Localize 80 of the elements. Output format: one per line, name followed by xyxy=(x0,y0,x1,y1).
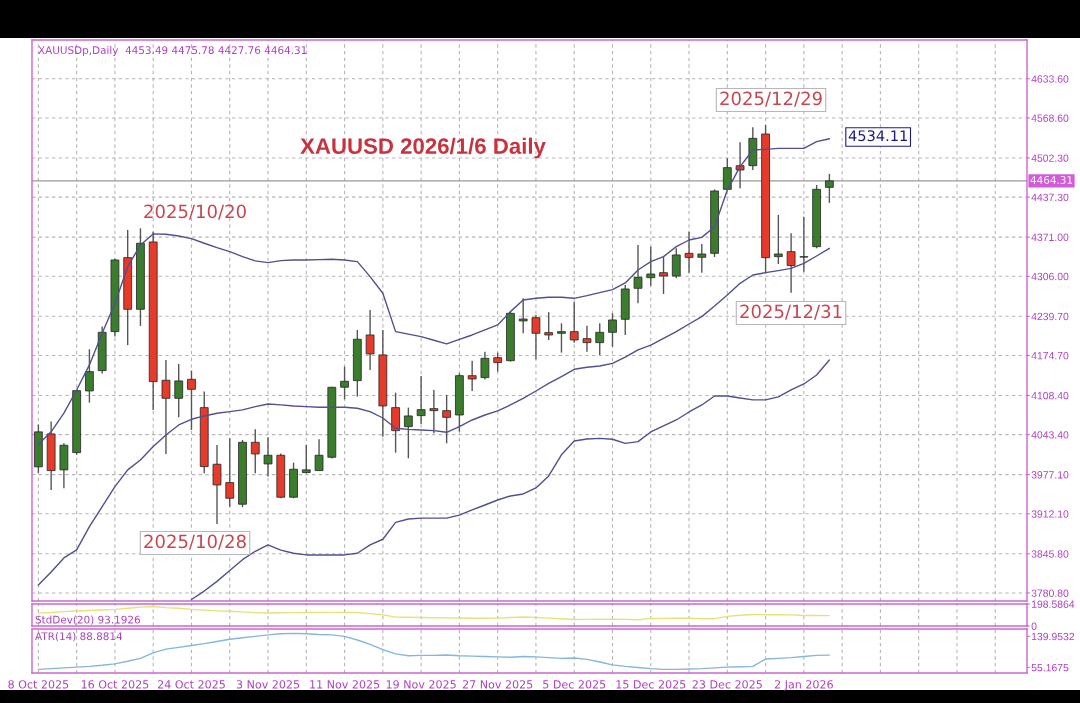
y-tick-label: 3912.10 xyxy=(1031,510,1069,518)
y-tick-label: 4108.40 xyxy=(1031,391,1069,400)
candlestick xyxy=(531,314,541,361)
candlestick xyxy=(582,324,592,353)
candlestick xyxy=(429,389,439,435)
candlestick xyxy=(595,322,605,356)
y-tick-label: 0 xyxy=(1031,622,1037,630)
candlestick xyxy=(174,363,184,418)
candlestick xyxy=(365,309,375,371)
candlestick xyxy=(187,369,196,431)
y-tick-label: 139.9532 xyxy=(1031,632,1075,641)
candlestick xyxy=(786,232,796,294)
candlestick xyxy=(212,444,222,525)
x-tick-label: 2 Jan 2026 xyxy=(774,680,833,691)
y-tick-label: 4306.00 xyxy=(1031,272,1069,281)
candlestick xyxy=(773,214,783,265)
annotation: 2025/12/29 xyxy=(720,91,822,107)
annotation: XAUUSDp,Daily 4453.49 4475.78 4427.76 4464.31 xyxy=(38,46,307,57)
y-tick-label: 4502.30 xyxy=(1031,154,1069,162)
candlestick xyxy=(735,141,745,190)
candlestick xyxy=(671,247,681,279)
candlestick xyxy=(722,157,732,191)
x-tick-label: 3 Nov 2025 xyxy=(236,680,300,689)
candlestick xyxy=(493,351,503,373)
candlestick xyxy=(557,322,566,354)
candlestick xyxy=(391,391,400,454)
candlestick xyxy=(684,230,694,274)
candlestick xyxy=(403,406,413,459)
x-tick-label: 11 Nov 2025 xyxy=(310,680,380,689)
y-tick-label: 4174.70 xyxy=(1031,351,1069,360)
x-tick-label: 24 Oct 2025 xyxy=(157,680,225,689)
y-tick-label: 3780.80 xyxy=(1031,589,1069,597)
y-tick-label: 4239.70 xyxy=(1031,312,1069,321)
candlestick xyxy=(263,436,273,478)
text: XAUUSD 2026/1/6 Daily xyxy=(300,137,546,159)
candlestick xyxy=(250,428,260,474)
candlestick xyxy=(314,438,324,472)
candlestick xyxy=(544,311,554,341)
x-tick-label: 15 Dec 2025 xyxy=(616,680,686,689)
candlestick xyxy=(340,365,349,401)
ref-line-label: 4464.31 xyxy=(1030,175,1073,184)
y-tick-label: 3977.10 xyxy=(1031,471,1069,479)
y-tick-label: 3845.80 xyxy=(1031,550,1069,558)
x-tick-label: 5 Dec 2025 xyxy=(543,680,606,689)
text: StdDev(20) 93.1926 xyxy=(35,615,140,625)
candlestick xyxy=(697,243,707,274)
chart-title: ATR(14) 88.8814 xyxy=(35,632,123,642)
candlestick xyxy=(301,444,311,474)
text: 4534.11 xyxy=(848,130,907,142)
candlestick xyxy=(659,255,668,295)
candlestick xyxy=(518,297,528,334)
x-tick-label: 16 Oct 2025 xyxy=(81,680,149,689)
annotation: 2025/10/20 xyxy=(144,204,246,220)
candlestick xyxy=(85,348,94,404)
candlestick xyxy=(799,215,809,273)
candlestick xyxy=(161,359,171,455)
x-tick-label: 8 Oct 2025 xyxy=(8,680,69,689)
y-tick-label: 4043.40 xyxy=(1031,431,1069,439)
candlestick xyxy=(480,350,490,381)
x-tick-label: 19 Nov 2025 xyxy=(386,680,456,689)
y-tick-label: 4568.60 xyxy=(1031,114,1069,122)
candlestick xyxy=(225,437,235,508)
y-tick-label: 198.5864 xyxy=(1031,600,1075,608)
candlestick xyxy=(442,394,452,445)
y-tick-label: 4633.60 xyxy=(1031,75,1069,83)
candlestick xyxy=(633,244,643,305)
x-tick-label: 23 Dec 2025 xyxy=(692,680,762,689)
candlestick xyxy=(608,312,617,348)
annotation: 2025/12/31 xyxy=(740,304,842,320)
x-tick-label: 27 Nov 2025 xyxy=(462,680,533,689)
candlestick xyxy=(646,245,656,287)
y-tick-label: 4371.00 xyxy=(1031,233,1069,241)
line-series xyxy=(37,632,831,671)
candlestick xyxy=(825,173,834,204)
candlestick xyxy=(416,375,426,425)
y-tick-label: 4437.30 xyxy=(1031,193,1069,202)
annotation: 2025/10/28 xyxy=(144,534,246,550)
candlestick xyxy=(569,300,579,344)
candlestick xyxy=(467,359,477,392)
y-tick-label: 55.1675 xyxy=(1031,663,1069,672)
